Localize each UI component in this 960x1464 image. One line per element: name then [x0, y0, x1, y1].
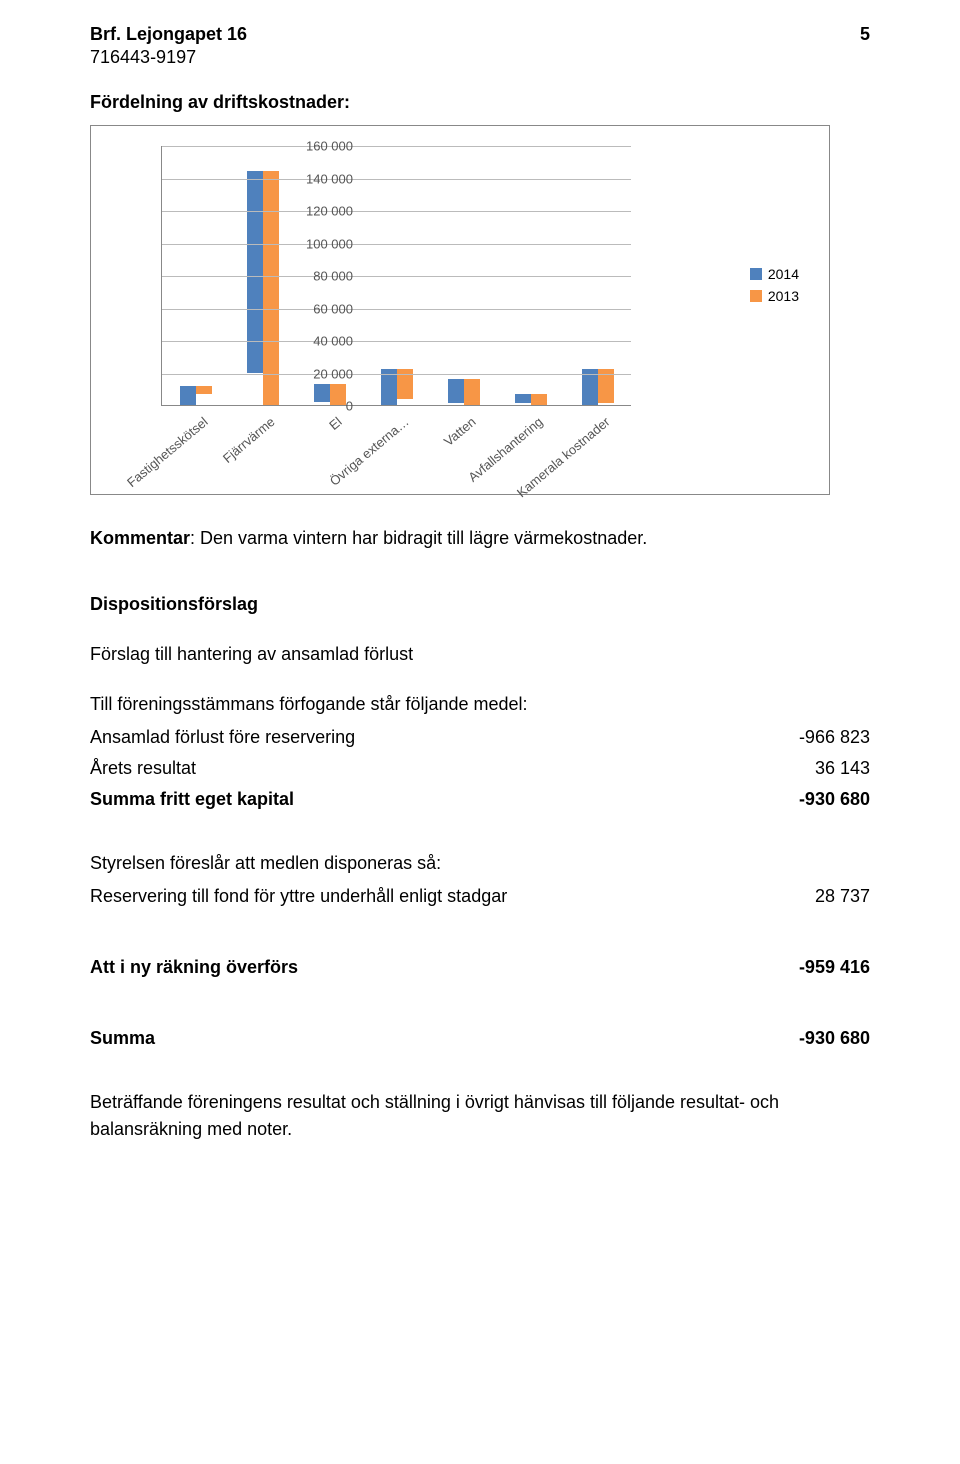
chart-xtick-label: Fjärrvärme — [220, 414, 278, 466]
chart-bar — [263, 171, 279, 405]
chart-bar — [582, 369, 598, 405]
chart-bar — [180, 386, 196, 406]
legend-item: 2014 — [750, 266, 799, 282]
chart-bar-group — [381, 369, 413, 405]
chart-bar — [448, 379, 464, 403]
commentary-text: : Den varma vintern har bidragit till lä… — [190, 528, 647, 548]
chart-ytick-label: 140 000 — [293, 171, 353, 186]
proposal-row-value: 28 737 — [815, 886, 870, 907]
chart-ytick-label: 120 000 — [293, 204, 353, 219]
chart-gridline — [162, 179, 631, 180]
chart-gridline — [162, 211, 631, 212]
sum-row-label: Summa fritt eget kapital — [90, 789, 294, 810]
chart-gridline — [162, 341, 631, 342]
chart-bar — [381, 369, 397, 405]
commentary-line: Kommentar: Den varma vintern har bidragi… — [90, 525, 870, 551]
chart-section-title: Fördelning av driftskostnader: — [90, 92, 870, 113]
chart-ytick-label: 60 000 — [293, 301, 353, 316]
chart-ytick-label: 160 000 — [293, 139, 353, 154]
chart-gridline — [162, 374, 631, 375]
legend-label: 2014 — [768, 266, 799, 282]
chart-bar-group — [448, 379, 480, 405]
chart-bar-group — [582, 369, 614, 405]
row-label: Årets resultat — [90, 758, 196, 779]
chart-bar — [464, 379, 480, 405]
chart-bar-group — [180, 386, 212, 406]
chart-ytick-label: 40 000 — [293, 334, 353, 349]
legend-label: 2013 — [768, 288, 799, 304]
legend-swatch — [750, 290, 762, 302]
chart-ytick-label: 80 000 — [293, 269, 353, 284]
chart-bar — [196, 386, 212, 394]
row-value: -966 823 — [799, 727, 870, 748]
chart-xtick-label: Fastighetsskötsel — [124, 414, 211, 490]
page-number: 5 — [860, 24, 870, 45]
org-number: 716443-9197 — [90, 47, 247, 68]
chart-gridline — [162, 146, 631, 147]
disposition-heading: Dispositionsförslag — [90, 591, 870, 617]
disposition-intro: Till föreningsstämmans förfogande står f… — [90, 691, 870, 717]
chart-ytick-label: 20 000 — [293, 366, 353, 381]
chart-bar — [515, 394, 531, 404]
chart-bar — [531, 394, 547, 405]
legend-item: 2013 — [750, 288, 799, 304]
chart-legend: 2014 2013 — [750, 266, 799, 310]
legend-swatch — [750, 268, 762, 280]
org-name: Brf. Lejongapet 16 — [90, 24, 247, 45]
chart-gridline — [162, 244, 631, 245]
chart-gridline — [162, 309, 631, 310]
chart-bar-group — [515, 394, 547, 405]
transfer-row-label: Att i ny räkning överförs — [90, 957, 298, 978]
chart-gridline — [162, 276, 631, 277]
proposal-row-label: Reservering till fond för yttre underhål… — [90, 886, 507, 907]
commentary-label: Kommentar — [90, 528, 190, 548]
final-sum-value: -930 680 — [799, 1028, 870, 1049]
chart-bar-group — [247, 171, 279, 405]
costs-bar-chart: 020 00040 00060 00080 000100 000120 0001… — [90, 125, 830, 495]
chart-xtick-label: Vatten — [441, 414, 479, 449]
chart-ytick-label: 100 000 — [293, 236, 353, 251]
footer-note: Beträffande föreningens resultat och stä… — [90, 1089, 870, 1141]
final-sum-label: Summa — [90, 1028, 155, 1049]
disposition-subheading: Förslag till hantering av ansamlad förlu… — [90, 641, 870, 667]
row-label: Ansamlad förlust före reservering — [90, 727, 355, 748]
proposal-intro: Styrelsen föreslår att medlen disponeras… — [90, 850, 870, 876]
transfer-row-value: -959 416 — [799, 957, 870, 978]
sum-row-value: -930 680 — [799, 789, 870, 810]
row-value: 36 143 — [815, 758, 870, 779]
chart-bar — [247, 171, 263, 373]
chart-xtick-label: El — [326, 414, 344, 433]
